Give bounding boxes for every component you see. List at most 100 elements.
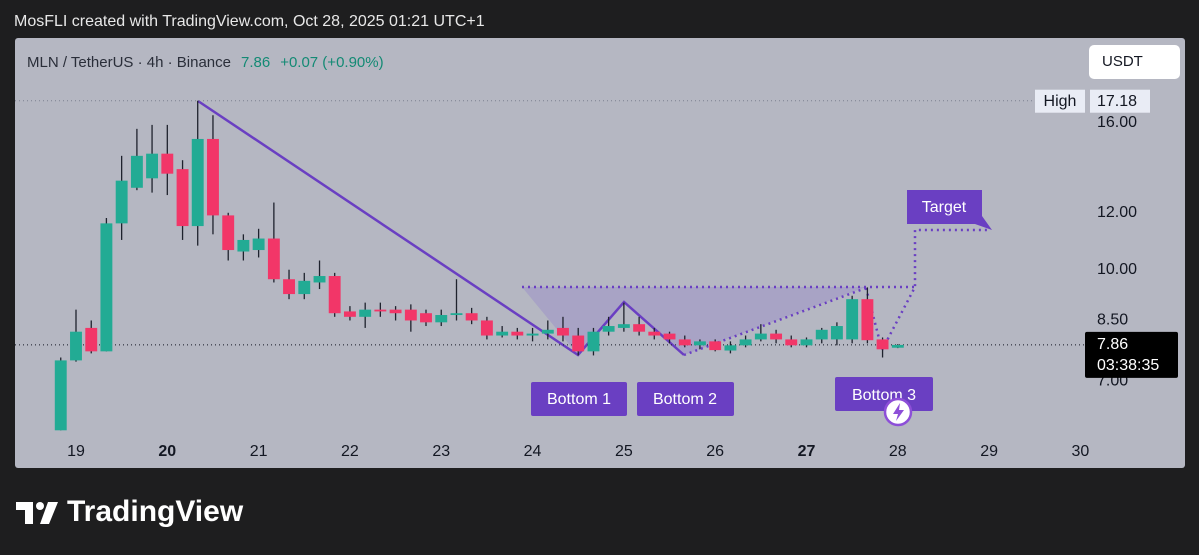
candle-body	[100, 223, 113, 352]
annotation-box	[637, 382, 734, 416]
y-tick-label: 16.00	[1097, 114, 1137, 131]
candle-body	[480, 320, 493, 336]
high-label-box	[1035, 89, 1085, 113]
candle-body	[678, 339, 691, 346]
x-tick-label: 23	[432, 443, 450, 460]
pattern-fill	[522, 287, 866, 355]
candle-body	[633, 324, 646, 332]
candle-body	[389, 309, 402, 314]
x-tick-label: 28	[889, 443, 907, 460]
candle-body	[298, 280, 311, 295]
y-tick-label: 8.50	[1097, 312, 1128, 329]
candle-body	[161, 153, 174, 174]
candle-body	[876, 339, 889, 350]
candle-body	[450, 313, 463, 316]
candle-body	[374, 309, 387, 312]
candle-body	[465, 313, 478, 321]
annotation: Target	[922, 199, 967, 216]
candle-body	[511, 331, 524, 336]
candle-body	[146, 153, 159, 179]
candles	[15, 100, 1085, 431]
candle-body	[739, 339, 752, 346]
y-tick-label: 10.00	[1097, 261, 1137, 278]
x-tick-label: 22	[341, 443, 359, 460]
candle-body	[891, 344, 904, 348]
candle-body	[252, 238, 265, 251]
chart-panel	[15, 38, 1185, 468]
high-value-box	[1090, 89, 1150, 113]
right-shoulder	[683, 286, 867, 357]
candle-body	[115, 180, 128, 224]
high-label: High	[1044, 93, 1077, 110]
alert-bolt	[893, 403, 904, 421]
candle-body	[648, 331, 661, 336]
annotation-box	[531, 382, 627, 416]
x-tick-label: 27	[798, 443, 816, 460]
symbol-line: MLN / TetherUS · 4h · Binance 7.86 +0.07 (…	[27, 54, 384, 71]
candle-body	[54, 360, 67, 431]
candle-body	[526, 333, 539, 336]
brand: TradingView	[67, 495, 244, 528]
candle-body	[800, 339, 813, 346]
annotation: Bottom 1	[547, 391, 611, 408]
candle-body	[359, 309, 372, 317]
logo-dot	[36, 502, 44, 510]
candle-body	[815, 329, 828, 340]
candle-body	[830, 326, 843, 340]
candle-body	[557, 327, 569, 336]
logo-mark	[16, 502, 33, 524]
candle-body	[617, 324, 630, 328]
candle-body	[313, 276, 326, 283]
currency[interactable]: USDT	[1102, 53, 1143, 70]
candle-body	[237, 239, 250, 252]
high-value: 17.18	[1097, 93, 1137, 110]
attribution: MosFLI created with TradingView.com, Oct…	[14, 13, 485, 30]
symbol: MLN / TetherUS · 4h · Binance	[27, 54, 231, 71]
candle-body	[85, 327, 98, 352]
candle-body	[693, 341, 706, 346]
candle-body	[724, 345, 737, 351]
candle-body	[435, 315, 448, 323]
candle-body	[404, 309, 417, 321]
annotation: Bottom 2	[653, 391, 717, 408]
candle-body	[754, 333, 767, 340]
x-tick-label: 24	[524, 443, 542, 460]
last-price: 7.86	[241, 54, 270, 71]
x-tick-label: 21	[250, 443, 268, 460]
candle-body	[496, 331, 509, 336]
candle-body	[602, 326, 615, 332]
candle-body	[222, 215, 235, 251]
candle-body	[587, 331, 600, 352]
candle-body	[785, 339, 798, 346]
candle-body	[663, 333, 676, 340]
x-tick-label: 19	[67, 443, 85, 460]
logo-mark	[40, 502, 58, 524]
candle-body	[572, 335, 585, 352]
candle-body	[770, 333, 783, 340]
y-tick-label: 12.00	[1097, 204, 1137, 221]
candle-body	[176, 169, 189, 227]
candle-body	[207, 138, 219, 216]
candle-body	[328, 276, 341, 314]
candle-body	[709, 341, 722, 351]
candle-body	[541, 329, 554, 334]
candle-body	[420, 313, 432, 323]
x-tick-label: 20	[158, 443, 176, 460]
countdown: 03:38:35	[1097, 357, 1159, 374]
x-tick-label: 25	[615, 443, 633, 460]
candle-body	[130, 155, 143, 188]
last-price-box	[1085, 331, 1178, 378]
candle-body	[283, 279, 295, 295]
logo: TradingView	[16, 495, 244, 528]
candle-body	[846, 299, 859, 340]
candle-body	[267, 238, 280, 280]
x-tick-label: 26	[706, 443, 724, 460]
currency-button[interactable]	[1089, 45, 1180, 79]
candle-body	[70, 331, 82, 361]
x-tick-label: 30	[1072, 443, 1090, 460]
change: +0.07 (+0.90%)	[280, 54, 383, 71]
x-tick-label: 29	[980, 443, 998, 460]
candle-body	[191, 138, 204, 227]
